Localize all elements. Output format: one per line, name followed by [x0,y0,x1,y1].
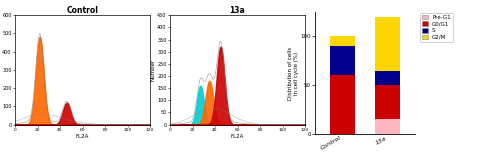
X-axis label: FL2A: FL2A [231,133,244,138]
X-axis label: FL2A: FL2A [76,133,89,138]
Bar [375,119,400,134]
Title: 13a: 13a [230,6,246,15]
Y-axis label: Number: Number [151,59,156,81]
Y-axis label: Number: Number [0,59,1,81]
Bar [330,75,355,134]
Legend: Pre-G1, G0/G1, S, G2/M: Pre-G1, G0/G1, S, G2/M [420,12,453,42]
Bar [330,46,355,75]
Y-axis label: Distribution of cells
in cell cycle (%): Distribution of cells in cell cycle (%) [288,46,299,100]
Bar [375,17,400,71]
Bar [375,71,400,85]
Title: Control: Control [66,6,98,15]
Bar [375,85,400,119]
Bar [330,36,355,46]
